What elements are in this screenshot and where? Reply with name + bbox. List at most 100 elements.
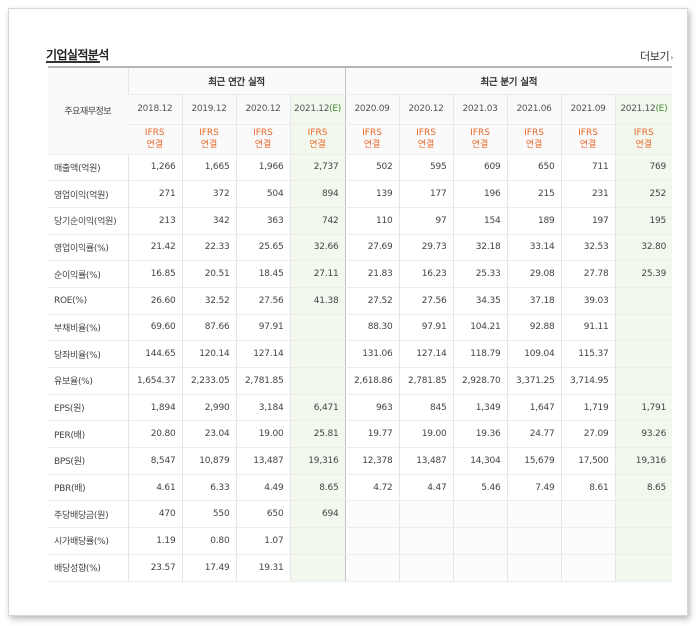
table-row: 당기순이익(억원) 213 342 363 742 110 97 154 189 197 195 [48, 207, 673, 235]
annual-value-cell: 1,654.37 [127, 367, 182, 395]
annual-value-cell: 23.57 [127, 554, 182, 582]
row-label: 주당배당금(원) [48, 500, 128, 529]
quarter-value-cell: 769 [614, 154, 673, 182]
quarter-value-cell: 97 [398, 207, 454, 235]
annual-value-cell: 2,990 [181, 393, 236, 422]
estimate-mark: (E) [329, 104, 341, 114]
quarter-value-cell: 1,719 [560, 393, 616, 422]
quarter-value-cell: 195 [614, 207, 673, 235]
annual-value-cell: 19,316 [289, 447, 346, 475]
annual-value-cell: 363 [235, 207, 290, 235]
period-header-annual-1: 2019.12 [181, 94, 236, 125]
basis-scope: 연결 [471, 140, 489, 150]
annual-value-cell: 25.81 [289, 420, 346, 449]
basis-scope: 연결 [309, 140, 326, 150]
quarter-value-cell: 27.56 [398, 287, 454, 315]
annual-value-cell: 4.61 [127, 474, 182, 502]
annual-value-cell: 21.42 [127, 233, 182, 262]
quarter-value-cell: 16.23 [398, 260, 454, 288]
chevron-right-icon: › [670, 53, 673, 62]
row-label: 배당성향(%) [48, 554, 128, 582]
table-row: ROE(%) 26.60 32.52 27.56 41.38 27.52 27.56 34.3… [48, 287, 673, 315]
quarter-value-cell [614, 554, 673, 582]
panel-header: 기업실적분석 더보기› [31, 39, 675, 66]
period-label: 2021.12 [620, 104, 656, 114]
quarter-value-cell: 196 [452, 180, 508, 208]
more-link[interactable]: 더보기› [640, 48, 673, 64]
table-row: 당좌비율(%) 144.65 120.14 127.14 131.06 127.14 118… [48, 340, 673, 368]
quarter-value-cell: 127.14 [398, 340, 454, 368]
quarter-value-cell: 97.91 [398, 313, 454, 342]
estimate-mark: (E) [655, 104, 668, 114]
table-row: 영업이익률(%) 21.42 22.33 25.65 32.66 27.69 29.73 32… [48, 233, 673, 262]
annual-value-cell: 144.65 [127, 340, 182, 368]
row-label: 영업이익률(%) [48, 233, 128, 262]
annual-value-cell: 894 [289, 180, 346, 208]
table-row: 시가배당률(%) 1.19 0.80 1.07 [48, 527, 673, 555]
quarter-value-cell [614, 287, 673, 315]
basis-standard: IFRS [307, 128, 328, 138]
table-row: 배당성향(%) 23.57 17.49 19.31 [48, 554, 673, 582]
annual-value-cell: 41.38 [289, 287, 346, 315]
period-label: 2020.09 [354, 104, 390, 114]
row-label: 당좌비율(%) [48, 340, 128, 368]
quarter-value-cell: 109.04 [506, 340, 562, 368]
quarter-value-cell [614, 500, 673, 529]
annual-value-cell: 20.51 [181, 260, 236, 288]
period-label: 2021.06 [516, 104, 552, 114]
annual-value-cell: 20.80 [127, 420, 182, 449]
basis-standard: IFRS [578, 128, 598, 138]
basis-scope: 연결 [146, 140, 164, 150]
quarter-value-cell: 609 [452, 154, 508, 182]
quarter-value-cell: 4.72 [344, 474, 400, 502]
row-label: EPS(원) [48, 393, 128, 422]
quarter-value-cell: 27.09 [560, 420, 616, 449]
annual-value-cell: 3,184 [235, 393, 290, 422]
basis-header-quarter-3: IFRS 연결 [506, 124, 562, 155]
quarter-value-cell: 19.77 [344, 420, 400, 449]
annual-value-cell: 18.45 [235, 260, 290, 288]
quarter-value-cell [614, 340, 673, 368]
table-row: 순이익률(%) 16.85 20.51 18.45 27.11 21.83 16.23 25.… [48, 260, 673, 288]
quarter-value-cell [452, 500, 508, 529]
annual-value-cell: 8,547 [127, 447, 182, 475]
row-label: PBR(배) [48, 474, 128, 502]
annual-value-cell: 470 [127, 500, 182, 529]
period-header-annual-3: 2021.12(E) [289, 94, 346, 125]
annual-value-cell: 32.52 [181, 287, 236, 315]
basis-scope: 연결 [579, 140, 597, 150]
annual-value-cell: 25.65 [235, 233, 290, 262]
annual-value-cell: 4.49 [235, 474, 290, 502]
period-header-quarter-2: 2021.03 [452, 94, 508, 125]
quarter-value-cell [614, 313, 673, 342]
quarter-value-cell: 2,618.86 [344, 367, 400, 395]
annual-value-cell: 550 [181, 500, 236, 529]
table-row: BPS(원) 8,547 10,879 13,487 19,316 12,378 13,48… [48, 447, 673, 475]
quarter-value-cell [344, 500, 400, 529]
quarter-value-cell: 252 [614, 180, 673, 208]
quarter-value-cell: 14,304 [452, 447, 508, 475]
quarter-value-cell [398, 527, 454, 555]
period-header-quarter-1: 2020.12 [398, 94, 454, 125]
quarter-value-cell [614, 367, 673, 395]
quarter-value-cell [560, 554, 616, 582]
basis-header-annual-3: IFRS 연결 [289, 124, 346, 155]
quarter-value-cell: 2,928.70 [452, 367, 508, 395]
quarter-value-cell: 139 [344, 180, 400, 208]
annual-value-cell: 372 [181, 180, 236, 208]
table-row: 매출액(억원) 1,266 1,665 1,966 2,737 502 595 609 650 7… [48, 154, 673, 182]
basis-header-annual-0: IFRS 연결 [128, 124, 182, 155]
quarter-value-cell: 12,378 [344, 447, 400, 475]
more-link-label: 더보기 [640, 50, 670, 63]
period-label: 2021.03 [462, 104, 498, 114]
table-row: 유보율(%) 1,654.37 2,233.05 2,781.85 2,618.86 2,… [48, 367, 673, 395]
annual-value-cell: 120.14 [181, 340, 236, 368]
annual-value-cell: 2,233.05 [181, 367, 236, 395]
annual-value-cell: 694 [289, 500, 346, 529]
quarter-value-cell: 197 [560, 207, 616, 235]
quarter-value-cell: 104.21 [452, 313, 508, 342]
quarter-value-cell [398, 554, 454, 582]
quarter-value-cell: 32.53 [560, 233, 616, 262]
quarter-value-cell: 963 [344, 393, 400, 422]
annual-value-cell: 1,665 [181, 154, 236, 182]
